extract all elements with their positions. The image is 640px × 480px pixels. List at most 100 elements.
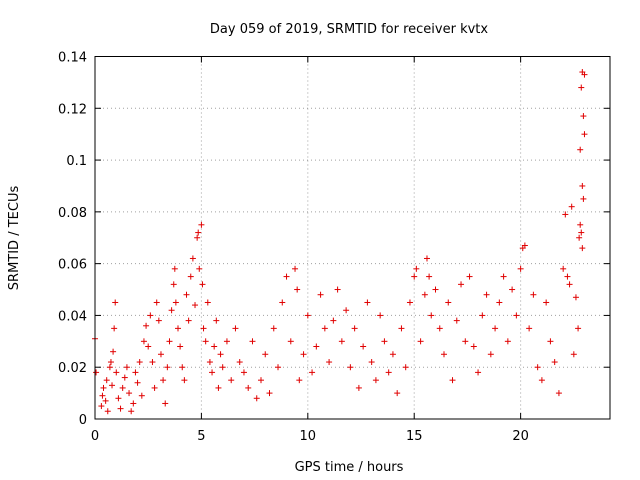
data-point [389, 351, 396, 358]
data-point [385, 369, 392, 376]
data-point [521, 242, 528, 249]
data-point [538, 377, 545, 384]
data-point [483, 291, 490, 298]
data-point [436, 325, 443, 332]
data-point [441, 351, 448, 358]
data-point [368, 359, 375, 366]
data-point [219, 364, 226, 371]
data-point [330, 317, 337, 324]
data-point [492, 325, 499, 332]
data-point [296, 377, 303, 384]
data-point [334, 286, 341, 293]
x-tick-label: 10 [300, 429, 317, 444]
data-point [581, 131, 588, 138]
data-point [530, 291, 537, 298]
x-tick-label: 5 [197, 429, 205, 444]
data-point [580, 195, 587, 202]
data-point [275, 364, 282, 371]
data-point [351, 325, 358, 332]
data-point [262, 351, 269, 358]
data-point [198, 221, 205, 228]
data-point [162, 400, 169, 407]
data-point [168, 307, 175, 314]
data-point [579, 182, 586, 189]
data-point [317, 291, 324, 298]
data-point [128, 408, 135, 415]
data-point [110, 348, 117, 355]
data-point [543, 299, 550, 306]
data-point [338, 338, 345, 345]
data-point [194, 234, 201, 241]
data-point [504, 338, 511, 345]
data-point [462, 338, 469, 345]
data-point [294, 286, 301, 293]
plot-frame [94, 56, 611, 420]
data-point [313, 343, 320, 350]
data-point [580, 113, 587, 120]
y-tick-label: 0.02 [58, 361, 87, 376]
data-point [99, 392, 106, 399]
data-point [121, 374, 128, 381]
data-point [577, 146, 584, 153]
data-point [402, 364, 409, 371]
data-point [171, 265, 178, 272]
data-point [195, 229, 202, 236]
data-point [123, 364, 130, 371]
data-point [564, 273, 571, 280]
data-point [202, 338, 209, 345]
y-axis-label: SRMTID / TECUs [7, 186, 22, 291]
x-tick-label: 0 [91, 429, 99, 444]
data-point [170, 281, 177, 288]
data-point [183, 291, 190, 298]
data-point [372, 377, 379, 384]
data-point [577, 221, 584, 228]
data-point [206, 359, 213, 366]
chart-title: Day 059 of 2019, SRMTID for receiver kvt… [210, 22, 488, 37]
data-point [309, 369, 316, 376]
data-point [453, 317, 460, 324]
data-point [526, 325, 533, 332]
data-point [266, 390, 273, 397]
data-point [500, 273, 507, 280]
y-tick-label: 0.1 [66, 154, 87, 169]
data-point [326, 359, 333, 366]
data-point [479, 312, 486, 319]
data-point [547, 338, 554, 345]
data-point [189, 255, 196, 262]
data-point [551, 359, 558, 366]
data-point [421, 291, 428, 298]
data-point [98, 403, 105, 410]
data-point [466, 273, 473, 280]
data-point [217, 351, 224, 358]
data-point [245, 384, 252, 391]
data-point [513, 312, 520, 319]
data-point [470, 343, 477, 350]
data-point [517, 265, 524, 272]
data-point [270, 325, 277, 332]
data-point [413, 265, 420, 272]
data-point [151, 384, 158, 391]
y-tick-label: 0.06 [58, 258, 87, 273]
data-point [572, 294, 579, 301]
data-point [130, 400, 137, 407]
data-point [394, 390, 401, 397]
data-point [364, 299, 371, 306]
data-point [153, 299, 160, 306]
data-point [160, 377, 167, 384]
data-point [321, 325, 328, 332]
data-point [166, 338, 173, 345]
data-point [138, 392, 145, 399]
data-point [287, 338, 294, 345]
data-point [579, 245, 586, 252]
data-point [181, 377, 188, 384]
data-point [426, 273, 433, 280]
data-point [228, 377, 235, 384]
data-point [192, 302, 199, 309]
data-point [196, 265, 203, 272]
data-point [177, 343, 184, 350]
data-point [360, 343, 367, 350]
data-point [449, 377, 456, 384]
data-point [143, 322, 150, 329]
data-point [445, 299, 452, 306]
